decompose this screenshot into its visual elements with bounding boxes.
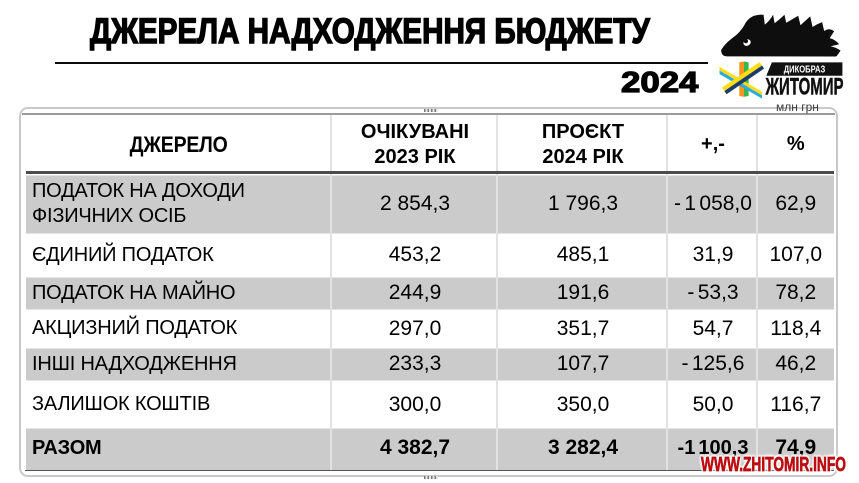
svg-text:ДИКОБРАЗ: ДИКОБРАЗ	[784, 64, 826, 76]
svg-text:ЖИТОМИР: ЖИТОМИР	[765, 74, 844, 101]
